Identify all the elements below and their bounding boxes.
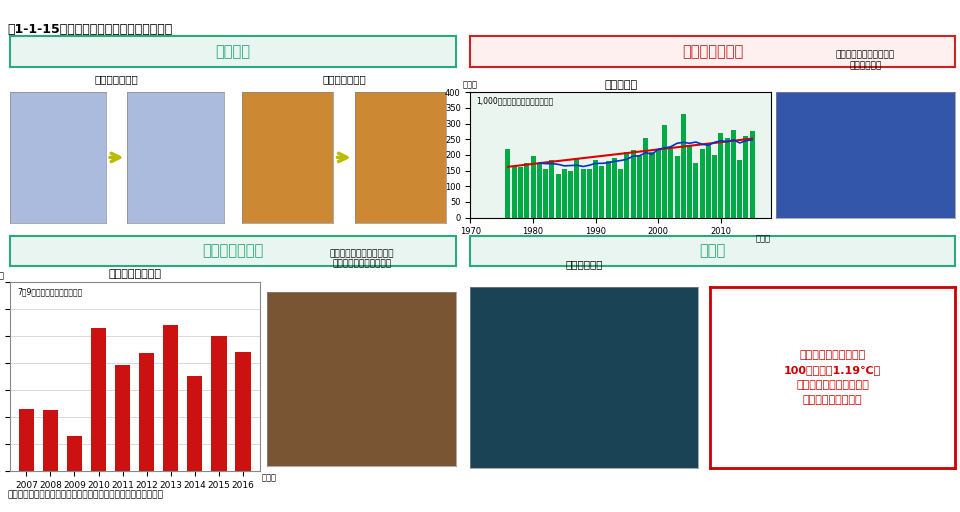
Text: 図1-1-15　我が国における気候変動の影響: 図1-1-15 我が国における気候変動の影響 xyxy=(8,23,173,36)
Bar xyxy=(750,132,755,218)
Bar xyxy=(606,161,611,218)
Bar xyxy=(581,169,586,218)
Text: 1,000地点当たりの年間発生回数: 1,000地点当たりの年間発生回数 xyxy=(476,96,554,105)
Title: 熱中症患者の増加: 熱中症患者の増加 xyxy=(108,269,161,280)
Bar xyxy=(593,160,598,218)
Bar xyxy=(618,169,623,218)
Bar xyxy=(568,170,573,218)
Bar xyxy=(693,163,698,218)
Bar xyxy=(562,169,566,218)
Bar xyxy=(718,133,724,218)
Bar xyxy=(66,436,83,471)
Bar xyxy=(524,163,529,218)
Bar xyxy=(643,138,648,218)
Title: 豪雨の増加: 豪雨の増加 xyxy=(604,80,637,90)
Bar xyxy=(587,169,592,218)
Text: 水稲の白未熟粒: 水稲の白未熟粒 xyxy=(95,74,138,84)
Bar xyxy=(139,353,155,471)
Bar xyxy=(675,157,680,218)
Bar xyxy=(631,150,636,218)
Bar xyxy=(612,158,617,218)
Text: 生態系: 生態系 xyxy=(700,243,726,259)
Text: みかんの浮皮症: みかんの浮皮症 xyxy=(323,74,366,84)
Bar xyxy=(668,148,673,218)
Bar xyxy=(731,130,736,218)
Text: 強い台風の発生等の増加
（将来予測）: 強い台風の発生等の増加 （将来予測） xyxy=(836,51,895,70)
Bar xyxy=(656,150,660,218)
Bar xyxy=(531,157,536,218)
Bar xyxy=(211,336,227,471)
Text: サンゴの白化: サンゴの白化 xyxy=(565,259,603,269)
Text: 日本の年平均気温は、
100年当たり1.19℃の
割合で上昇。今後更なる
上昇が見込まれる。: 日本の年平均気温は、 100年当たり1.19℃の 割合で上昇。今後更なる 上昇が… xyxy=(784,350,881,405)
Bar xyxy=(91,328,107,471)
Text: 米・果樹: 米・果樹 xyxy=(215,44,251,59)
Bar xyxy=(637,157,642,218)
Bar xyxy=(624,152,630,218)
Bar xyxy=(163,325,179,471)
Bar xyxy=(537,163,541,218)
Bar xyxy=(556,174,561,218)
Bar xyxy=(115,366,131,471)
Text: 7〜9月の全国熱中症搬送者数: 7〜9月の全国熱中症搬送者数 xyxy=(17,287,83,296)
Text: 熱中症・感染症: 熱中症・感染症 xyxy=(203,243,263,259)
Text: 資料：農林水産省、気象庁、消防庁、国立感染症研究所、環境省: 資料：農林水産省、気象庁、消防庁、国立感染症研究所、環境省 xyxy=(8,490,163,499)
Bar xyxy=(681,114,685,218)
Bar xyxy=(187,376,203,471)
Bar xyxy=(700,148,705,218)
Bar xyxy=(574,158,579,218)
Text: （年）: （年） xyxy=(261,474,276,483)
Bar xyxy=(518,167,523,218)
Bar xyxy=(706,145,710,218)
Bar xyxy=(712,155,717,218)
Bar xyxy=(737,160,742,218)
Bar xyxy=(743,136,749,218)
Text: （回）: （回） xyxy=(463,80,478,90)
Bar xyxy=(18,409,35,471)
Bar xyxy=(42,410,59,471)
Bar xyxy=(512,166,516,218)
Bar xyxy=(687,145,692,218)
Text: 災害・異常気象: 災害・異常気象 xyxy=(683,44,743,59)
Text: （年）: （年） xyxy=(756,234,771,243)
Bar xyxy=(506,148,511,218)
Bar xyxy=(650,152,655,218)
Bar xyxy=(549,160,554,218)
Bar xyxy=(599,166,605,218)
Bar xyxy=(235,352,251,471)
Text: （万人）: （万人） xyxy=(0,271,5,281)
Bar xyxy=(543,169,548,218)
Bar xyxy=(725,138,730,218)
Bar xyxy=(662,125,667,218)
Text: ヒトスジシマカの分布北上
（デング熱の媒介生物）: ヒトスジシマカの分布北上 （デング熱の媒介生物） xyxy=(329,249,394,269)
